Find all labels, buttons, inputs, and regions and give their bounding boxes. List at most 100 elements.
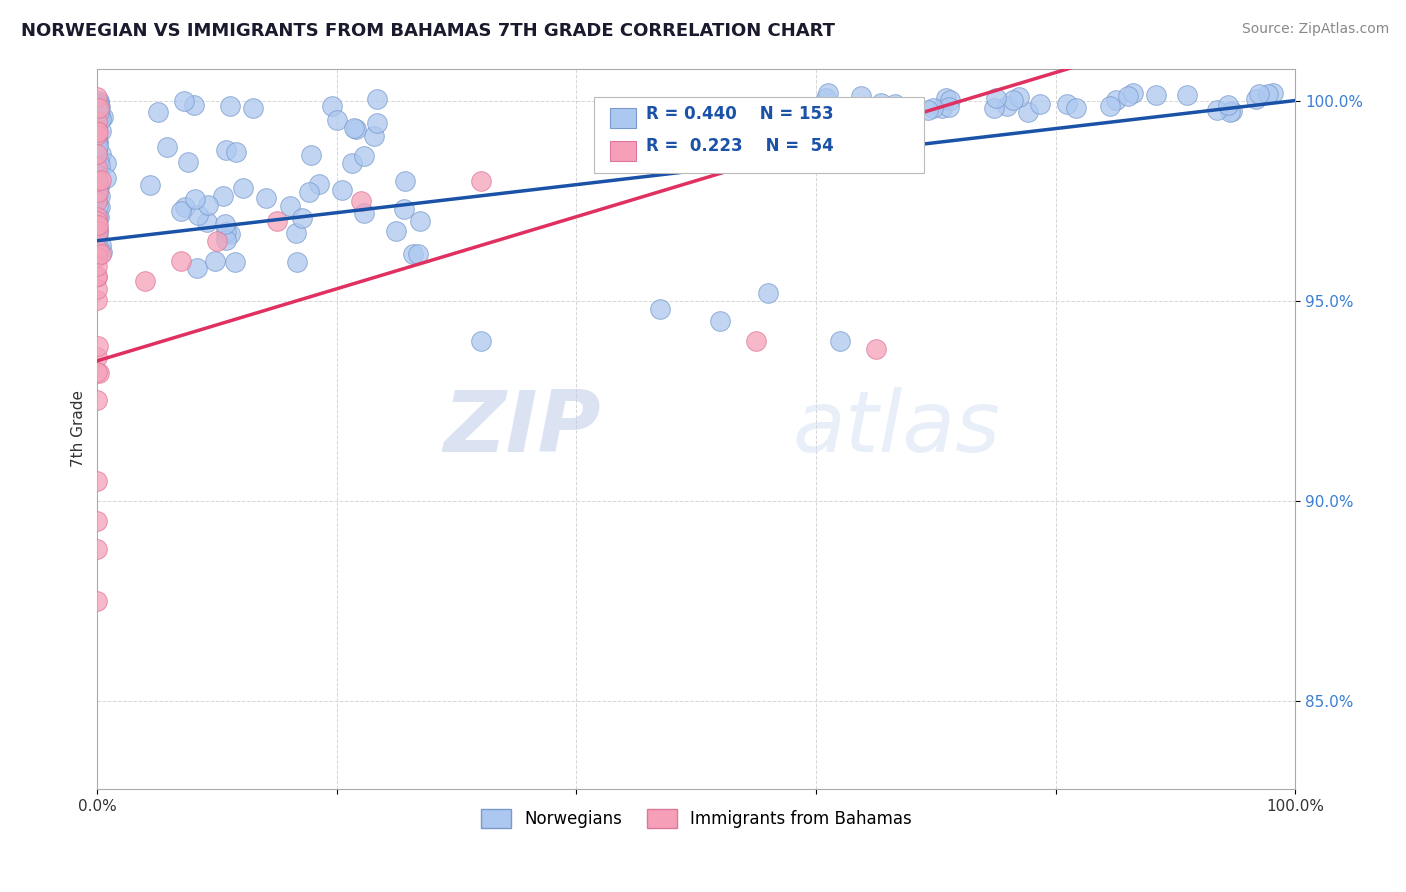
Point xyxy=(1029,97,1052,112)
Point xyxy=(853,104,876,119)
Point xyxy=(96,170,118,185)
Point xyxy=(197,198,219,212)
Point xyxy=(922,101,945,115)
Point xyxy=(87,125,110,139)
Point xyxy=(86,190,108,204)
Point xyxy=(86,226,108,240)
Point xyxy=(86,139,108,153)
Bar xyxy=(610,108,637,128)
Point xyxy=(87,97,110,112)
Point xyxy=(86,269,108,284)
Point xyxy=(86,128,108,142)
Point xyxy=(89,109,111,123)
Point xyxy=(884,97,907,112)
Point xyxy=(1001,93,1024,107)
Point xyxy=(87,339,110,353)
Text: R = 0.440    N = 153: R = 0.440 N = 153 xyxy=(645,105,834,123)
Point xyxy=(1017,104,1039,119)
Point xyxy=(1056,96,1078,111)
FancyBboxPatch shape xyxy=(595,97,924,173)
Y-axis label: 7th Grade: 7th Grade xyxy=(72,391,86,467)
Text: R =  0.223    N =  54: R = 0.223 N = 54 xyxy=(645,137,834,155)
Point xyxy=(86,133,108,147)
Point xyxy=(87,157,110,171)
Point xyxy=(402,246,425,260)
Point xyxy=(811,105,834,120)
Point xyxy=(86,187,108,202)
Point xyxy=(308,177,330,191)
Point xyxy=(1244,92,1267,106)
Point xyxy=(280,199,302,213)
Point xyxy=(173,95,195,109)
Point xyxy=(409,213,432,227)
Point xyxy=(470,334,492,348)
Point xyxy=(86,174,108,188)
Point xyxy=(363,128,385,143)
Point xyxy=(86,293,108,307)
Point xyxy=(204,254,226,268)
Point xyxy=(86,594,108,608)
Point xyxy=(1261,86,1284,100)
Point xyxy=(90,237,112,252)
Point xyxy=(366,116,388,130)
Point xyxy=(86,107,108,121)
Point xyxy=(87,188,110,202)
Point xyxy=(87,101,110,115)
Point xyxy=(87,99,110,113)
Point xyxy=(89,161,111,176)
Point xyxy=(86,514,108,528)
Point xyxy=(86,116,108,130)
Point xyxy=(392,202,415,216)
Point xyxy=(299,148,322,162)
Point xyxy=(385,224,408,238)
Point xyxy=(155,140,177,154)
Point xyxy=(254,191,277,205)
Point xyxy=(1206,103,1229,117)
Point xyxy=(1144,87,1167,102)
Point xyxy=(917,103,939,117)
Point xyxy=(87,168,110,182)
Bar xyxy=(610,141,637,161)
Point xyxy=(195,215,218,229)
Point xyxy=(353,149,375,163)
Point xyxy=(242,101,264,115)
Text: Source: ZipAtlas.com: Source: ZipAtlas.com xyxy=(1241,22,1389,37)
Point xyxy=(89,242,111,256)
Point xyxy=(86,260,108,274)
Point xyxy=(984,90,1007,104)
Point xyxy=(87,211,110,225)
Point xyxy=(326,113,349,128)
Point xyxy=(187,208,209,222)
Point xyxy=(215,226,238,240)
Point xyxy=(285,254,308,268)
Point xyxy=(350,194,373,208)
Point xyxy=(89,96,111,111)
Point xyxy=(89,366,111,380)
Point xyxy=(1219,104,1241,119)
Point xyxy=(86,238,108,252)
Point xyxy=(87,243,110,257)
Point xyxy=(89,244,111,259)
Point xyxy=(87,178,110,193)
Point xyxy=(86,351,108,365)
Point xyxy=(408,247,430,261)
Point xyxy=(174,200,197,214)
Point xyxy=(134,274,156,288)
Point xyxy=(89,200,111,214)
Point xyxy=(87,199,110,213)
Point xyxy=(214,233,236,247)
Point xyxy=(995,98,1018,112)
Point xyxy=(330,183,353,197)
Point xyxy=(87,182,110,196)
Point xyxy=(86,114,108,128)
Point xyxy=(219,99,242,113)
Point xyxy=(1220,103,1243,118)
Point xyxy=(219,227,242,241)
Point xyxy=(170,253,193,268)
Point xyxy=(87,153,110,168)
Point xyxy=(87,242,110,256)
Point xyxy=(86,135,108,149)
Point xyxy=(858,100,880,114)
Point xyxy=(86,393,108,408)
Point xyxy=(983,101,1005,115)
